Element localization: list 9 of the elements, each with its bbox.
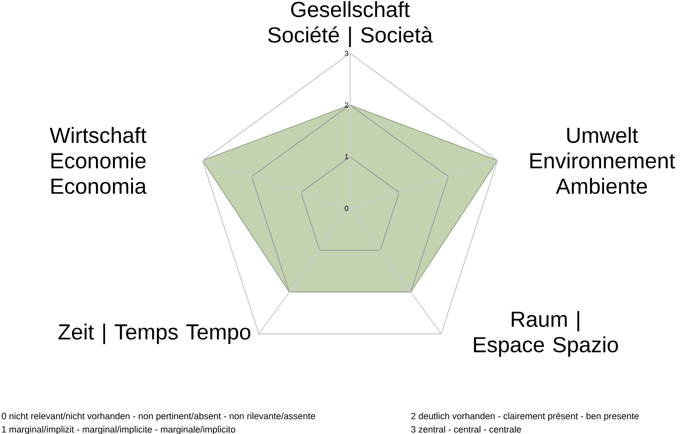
spoke-label: Raum | Espace Spazio [474,310,618,357]
text: 2 deutlich vorhanden - clairement présent - ben presente [411,412,639,421]
spoke-label: Wirtschaft Economie Economia [50,126,147,194]
text: 1 marginal/implizit - marginal/implicite - marginale/implicito [2,426,236,434]
spoke-label: Umwelt Environnement Ambiente [530,126,676,194]
spoke-label: Zeit | Temps Tempo [58,323,250,344]
text: 0 nicht relevant/nicht vorhanden - non pertinent/absent - non rilevante/assente [2,412,316,421]
spoke-label: Gesellschaft Société | Società [268,1,433,47]
text: 3 zentral - central - centrale [411,426,521,432]
